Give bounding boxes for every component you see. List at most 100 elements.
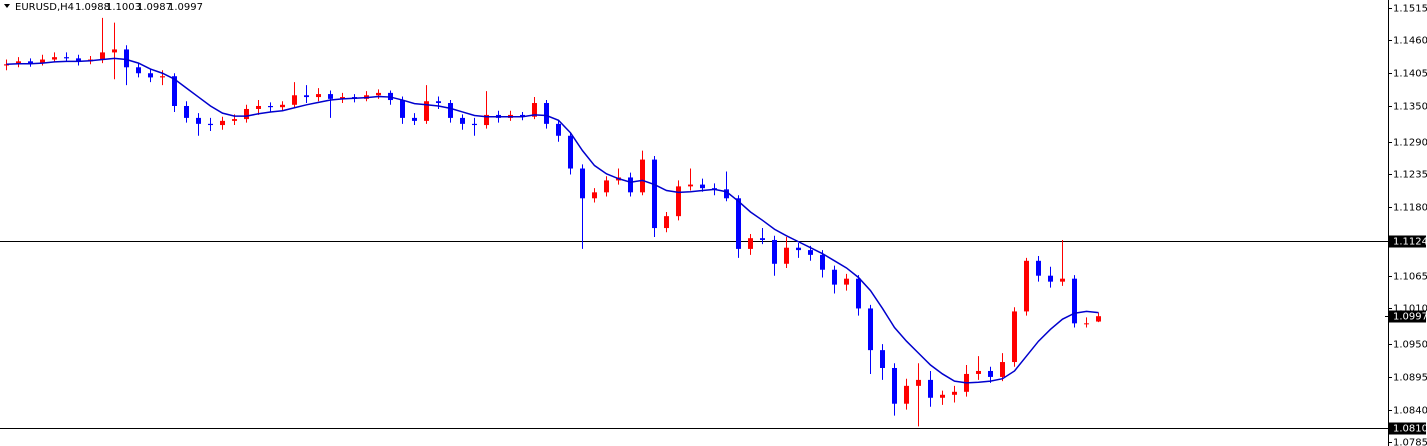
candle-body [376, 92, 381, 96]
candle-body [628, 177, 633, 193]
candle-body [400, 100, 405, 118]
y-tick-label: 1.1235 [1393, 170, 1427, 181]
candle-body [952, 391, 957, 395]
candle-body [904, 385, 909, 404]
y-tick-label: 1.0785 [1393, 438, 1427, 446]
candle-body [604, 180, 609, 193]
candle-body [736, 198, 741, 249]
candle-body [724, 189, 729, 199]
price-label: 1.1124 [1393, 237, 1427, 248]
candle-body [652, 159, 657, 229]
candle-body [484, 114, 489, 126]
candle-body [136, 67, 141, 74]
candle-body [1060, 278, 1065, 282]
candle-body [64, 57, 69, 59]
candle-body [424, 101, 429, 121]
candle-body [544, 103, 549, 124]
candle-body [268, 105, 273, 108]
candle-body [244, 108, 249, 120]
candle-body [820, 254, 825, 270]
y-tick-label: 1.1290 [1393, 138, 1427, 149]
y-tick-label: 1.0950 [1393, 340, 1427, 351]
y-tick-label: 1.1515 [1393, 4, 1427, 15]
candle-body [340, 97, 345, 99]
candle-body [304, 95, 309, 98]
candle-body [460, 117, 465, 124]
candle-body [448, 103, 453, 118]
candle-body [556, 123, 561, 136]
candle-body [988, 370, 993, 377]
candle-body [172, 76, 177, 106]
candle-body [148, 73, 153, 78]
candle-body [928, 379, 933, 398]
candle-body [436, 101, 441, 104]
symbol-arrow [4, 4, 10, 8]
ohlc-value: 1.0997 [168, 2, 203, 13]
candle-body [196, 117, 201, 124]
candle-body [592, 192, 597, 199]
current-price-box [1389, 310, 1426, 323]
candle-body [4, 64, 9, 66]
candle-body [748, 238, 753, 249]
candle-body [160, 76, 165, 78]
candle-body [772, 239, 777, 264]
candle-body [1036, 260, 1041, 276]
candle-body [1000, 362, 1005, 377]
candle-body [832, 269, 837, 285]
candle-body [532, 103, 537, 117]
candle-body [664, 216, 669, 229]
y-tick-label: 1.0840 [1393, 406, 1427, 417]
price-label: 1.0810 [1393, 424, 1427, 435]
candle-body [856, 278, 861, 309]
ohlc-value: 1.0988 [75, 2, 110, 13]
candle-body [40, 59, 45, 64]
candle-body [796, 247, 801, 251]
candle-body [940, 394, 945, 398]
candle-body [76, 58, 81, 62]
candle-body [1072, 278, 1077, 324]
candle-body [892, 367, 897, 404]
price-label-box [1389, 235, 1426, 248]
candle-body [868, 308, 873, 351]
candle-body [976, 370, 981, 374]
y-tick-label: 1.0895 [1393, 373, 1427, 384]
y-tick-label: 1.1405 [1393, 69, 1427, 80]
candle-body [472, 123, 477, 126]
candle-body [880, 350, 885, 368]
candle-body [1096, 316, 1101, 322]
candle-body [292, 95, 297, 105]
candle-body [676, 186, 681, 217]
candle-body [580, 168, 585, 199]
y-tick-label: 1.1010 [1393, 304, 1427, 315]
candle-body [256, 105, 261, 109]
candle-body [1024, 260, 1029, 312]
candle-body [844, 278, 849, 285]
y-tick-label: 1.1180 [1393, 203, 1427, 214]
candle-body [808, 250, 813, 255]
price-label-box [1389, 422, 1426, 435]
candle-body [100, 52, 105, 60]
candle-body [1048, 275, 1053, 282]
candle-body [220, 120, 225, 126]
candle-body [232, 119, 237, 121]
y-tick-label: 1.1350 [1393, 102, 1427, 113]
y-tick-label: 1.1460 [1393, 36, 1427, 47]
symbol: EURUSD,H4 [15, 2, 74, 13]
candle-body [16, 61, 21, 65]
candle-body [760, 238, 765, 240]
candle-body [640, 159, 645, 193]
moving-average [6, 57, 1099, 384]
candle-body [52, 57, 57, 60]
candle-body [700, 184, 705, 189]
candle-body [1012, 311, 1017, 363]
candle-body [520, 114, 525, 117]
candle-body [412, 117, 417, 121]
candle-body [1084, 323, 1089, 325]
y-tick-label: 1.1065 [1393, 272, 1427, 283]
candle-body [28, 61, 33, 64]
candle-body [280, 104, 285, 108]
candle-body [568, 135, 573, 169]
